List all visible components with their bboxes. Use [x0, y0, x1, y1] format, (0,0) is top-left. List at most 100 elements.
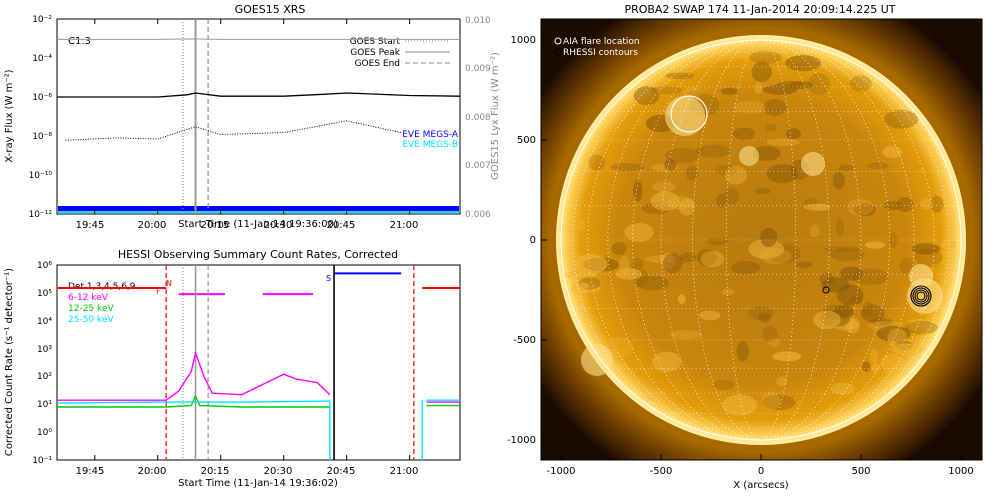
goes-series-line — [57, 38, 460, 40]
heliographic-grid — [561, 39, 961, 441]
goes-legend-megs-a: EVE MEGS-A — [402, 130, 459, 140]
swap-ytick: -500 — [513, 335, 536, 346]
solar-mottle — [664, 158, 677, 171]
hessi-legend-12-25: 12-25 keV — [68, 304, 114, 314]
hessi-flag-f: F — [156, 287, 161, 296]
solar-mottle — [715, 164, 738, 176]
hessi-xtick: 21:00 — [390, 466, 419, 477]
hessi-flag-s: S — [326, 274, 331, 283]
solar-mottle — [830, 382, 855, 395]
goes-xtick: 19:45 — [76, 220, 105, 231]
hessi-ytick: 10⁻¹ — [32, 456, 52, 466]
solar-mottle — [610, 163, 645, 172]
solar-mottle — [722, 394, 758, 416]
swap-image — [541, 19, 982, 460]
solar-mottle — [762, 84, 798, 95]
solar-mottle — [664, 147, 700, 164]
solar-mottle — [635, 276, 670, 291]
solar-mottle — [706, 238, 729, 246]
rhessi-contours — [910, 285, 932, 307]
swap-legend-rhessi: RHESSI contours — [563, 48, 638, 58]
goes-title: GOES15 XRS — [235, 3, 306, 16]
solar-mottle — [633, 86, 660, 106]
solar-mottle — [677, 294, 686, 304]
solar-mottle — [576, 218, 586, 231]
solar-mottle — [679, 252, 697, 263]
solar-mottle — [908, 319, 928, 330]
goes-legend-megs-b: EVE MEGS-B — [402, 140, 458, 150]
goes-ytick-right: 0.007 — [465, 161, 491, 171]
eve-megs-a-band — [58, 206, 459, 211]
solar-mottle — [570, 281, 591, 296]
solar-mottle — [883, 201, 903, 211]
solar-mottle — [891, 343, 923, 356]
hessi-xlabel: Start Time (11-Jan-14 19:36:02) — [178, 478, 338, 489]
swap-xtick: 0 — [758, 466, 764, 477]
hessi-ytick: 10⁵ — [37, 289, 52, 299]
goes-ytick: 10⁻⁴ — [32, 54, 52, 64]
solar-mottle — [724, 187, 740, 205]
solar-mottle — [751, 61, 772, 82]
hessi-ytick: 10⁶ — [37, 261, 52, 271]
hessi-legend-25-50: 25-50 keV — [68, 315, 114, 325]
goes-plot-area — [57, 19, 461, 214]
solar-mottle — [605, 336, 634, 359]
solar-mottle — [764, 124, 777, 132]
rhessi-contour — [912, 287, 930, 305]
longitude-line — [563, 39, 959, 441]
longitude-line — [632, 39, 890, 441]
solar-mottle — [749, 50, 782, 64]
solar-mottle — [669, 330, 703, 340]
small-contour — [822, 286, 830, 294]
solar-mottle — [652, 351, 682, 373]
solar-mottle — [624, 223, 654, 242]
rhessi-contour — [916, 291, 926, 301]
swap-xlabel: X (arcsecs) — [733, 480, 789, 491]
goes-xtick: 20:00 — [138, 220, 167, 231]
active-region — [801, 152, 825, 176]
solar-mottle — [854, 203, 876, 217]
hessi-xtick: 20:30 — [264, 466, 293, 477]
solar-mottle — [846, 320, 860, 334]
solar-mottle — [803, 203, 831, 211]
solar-mottle — [862, 301, 873, 317]
solar-mottle — [713, 379, 735, 391]
solar-mottle — [864, 241, 886, 249]
solar-mottle — [754, 82, 763, 94]
goes-ylabel-right: GOES15 Lyx Flux (W m⁻²) — [490, 52, 501, 180]
solar-mottle — [905, 320, 938, 335]
solar-mottle — [760, 227, 778, 248]
solar-mottle — [578, 277, 601, 290]
longitude-line — [692, 39, 830, 441]
hessi-series-12-25-kev — [57, 394, 330, 408]
solar-mottle — [887, 328, 907, 348]
solar-mottle — [662, 253, 683, 274]
goes-ytick: 10⁻⁶ — [32, 93, 52, 103]
solar-mottle — [665, 72, 695, 80]
solar-mottle — [836, 284, 864, 306]
swap-ytick: -1000 — [507, 435, 536, 446]
solar-mottle — [752, 145, 781, 161]
goes-xrs-panel: GOES15 XRS C1.3 X-ray Flux (W m⁻²) GOES1… — [4, 3, 501, 231]
swap-xtick: -1000 — [546, 466, 575, 477]
hessi-legend-6-12: 6-12 keV — [68, 293, 109, 303]
solar-mottle — [861, 361, 871, 372]
solar-mottle — [687, 90, 702, 99]
solar-mottle — [755, 188, 772, 194]
goes-series-line — [57, 92, 461, 98]
active-region — [909, 264, 933, 288]
swap-image-panel: PROBA2 SWAP 174 11-Jan-2014 20:09:14.225… — [507, 3, 983, 491]
longitude-line — [660, 39, 862, 441]
solar-mottle — [720, 87, 739, 95]
hessi-ytick: 10¹ — [37, 400, 52, 410]
solar-mottle — [748, 239, 784, 259]
rhessi-contour — [914, 289, 928, 303]
solar-mottle — [695, 144, 732, 158]
longitude-line — [572, 39, 950, 441]
solar-mottle — [839, 266, 863, 281]
hessi-ytick: 10² — [37, 372, 52, 382]
solar-mottle — [660, 252, 676, 269]
goes-legend-peak: GOES Peak — [350, 48, 400, 58]
solar-mottle — [776, 376, 788, 387]
